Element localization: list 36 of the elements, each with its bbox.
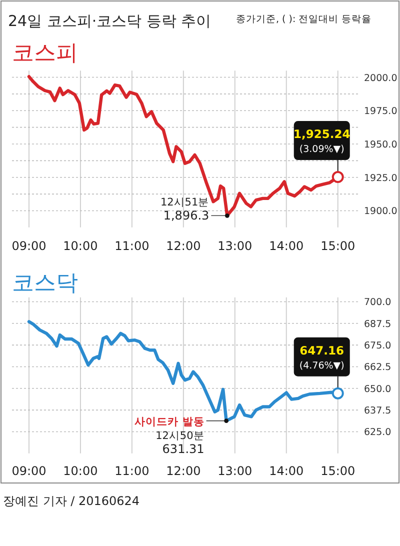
annotation: 1,925.24 (3.09%▼)	[293, 127, 350, 156]
y-tick-label: 700.0	[364, 297, 392, 308]
y-tick-label: 675.0	[364, 340, 392, 352]
x-tick-label: 11:00	[114, 239, 150, 253]
x-tick-label: 10:00	[63, 239, 98, 253]
y-tick-label: 637.5	[364, 406, 392, 417]
y-tick-label: 625.0	[364, 427, 392, 438]
x-tick-label: 11:00	[114, 464, 150, 478]
chart-title: 24일 코스피·코스닥 등락 추이	[8, 12, 212, 30]
y-tick-label: 662.5	[364, 362, 392, 374]
y-tick-label: 1900.0	[364, 206, 398, 218]
annotation: 12시51분 1,896.3	[160, 196, 210, 223]
x-tick-label: 14:00	[269, 239, 304, 253]
series-label: 코스닥	[12, 271, 78, 296]
text: 장예진 기자 / 20160624	[3, 494, 140, 508]
x-tick-label: 12:00	[166, 464, 201, 478]
x-tick-label: 15:00	[320, 464, 356, 478]
annotation: 사이드카 발동	[134, 416, 204, 428]
y-tick-label: 650.0	[364, 384, 392, 395]
x-tick-label: 09:00	[12, 239, 46, 253]
x-tick-label: 13:00	[218, 239, 252, 253]
x-tick-label: 10:00	[63, 464, 98, 478]
x-tick-label: 13:00	[218, 464, 252, 478]
y-tick-label: 1925.0	[364, 172, 398, 184]
x-tick-label: 14:00	[269, 464, 304, 478]
series-label: 코스피	[12, 41, 78, 66]
y-tick-label: 1950.0	[364, 139, 398, 150]
y-tick-label: 687.5	[364, 318, 392, 330]
y-tick-label: 2000.0	[364, 72, 398, 84]
x-tick-label: 15:00	[320, 239, 356, 253]
y-tick-label: 1975.0	[364, 106, 398, 118]
x-tick-label: 09:00	[12, 464, 46, 478]
x-tick-label: 12:00	[166, 239, 201, 253]
chart-subtitle: 종가기준, ( ): 전일대비 등락율	[236, 14, 372, 25]
annotation: 647.16 (4.76%▼)	[299, 343, 344, 372]
annotation: 12시50분 631.31	[156, 430, 204, 456]
